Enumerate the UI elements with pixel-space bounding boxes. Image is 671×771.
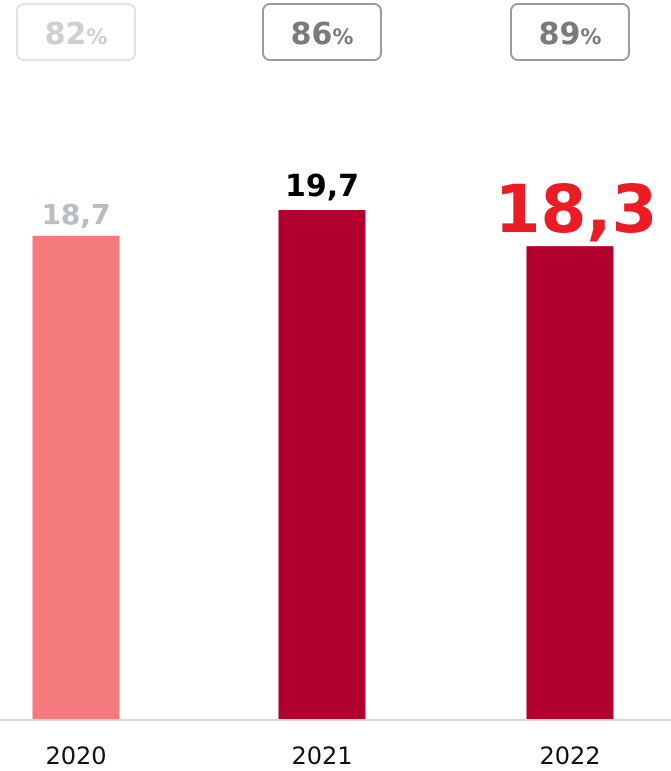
- percent-badge-2020: 82%: [16, 3, 136, 61]
- percent-number: 82: [45, 17, 87, 52]
- percent-badge-box: [16, 3, 136, 61]
- percent-badge-text: 82%: [45, 17, 108, 52]
- percent-sign: %: [580, 25, 601, 49]
- percent-badge-2022: 89%: [510, 3, 630, 61]
- category-label-2022: 2022: [539, 742, 600, 770]
- percent-badge-2021: 86%: [262, 3, 382, 61]
- category-label-2021: 2021: [291, 742, 352, 770]
- percent-badge-text: 89%: [539, 17, 602, 52]
- percent-sign: %: [332, 25, 353, 49]
- value-label-2021: 19,7: [285, 169, 359, 204]
- bars: [32, 210, 614, 719]
- bar-2021: [278, 210, 366, 719]
- percent-badge-text: 86%: [291, 17, 354, 52]
- bar-2022: [526, 246, 614, 719]
- percent-number: 86: [291, 17, 333, 52]
- value-label-2020: 18,7: [41, 198, 110, 231]
- bar-2020: [32, 235, 120, 719]
- category-label-2020: 2020: [45, 742, 106, 770]
- value-label-2022: 18,3: [495, 171, 658, 248]
- percent-sign: %: [86, 25, 107, 49]
- percent-badge-box: [262, 3, 382, 61]
- value-labels: 18,7 19,7 18,3: [41, 169, 657, 248]
- percent-badges: 82% 86% 89%: [16, 3, 630, 61]
- percent-badge-box: [510, 3, 630, 61]
- category-labels: 2020 2021 2022: [45, 742, 600, 770]
- percent-number: 89: [539, 17, 581, 52]
